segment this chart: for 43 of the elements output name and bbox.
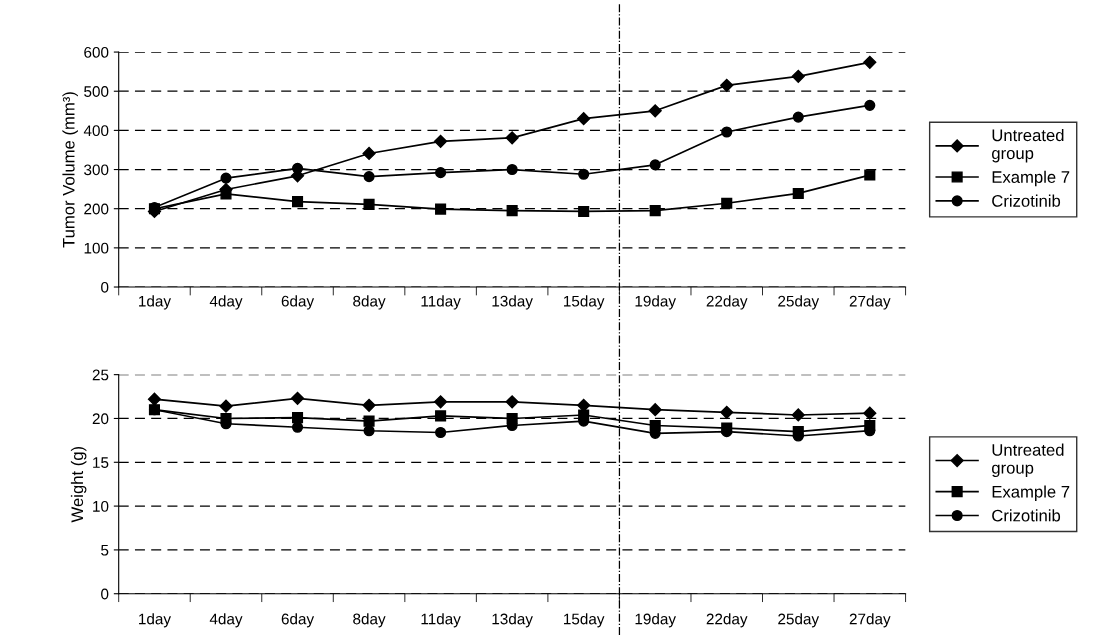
x-tick-label: 13day bbox=[492, 613, 533, 628]
x-tick-label: 19day bbox=[635, 613, 676, 628]
y-axis-title: Tumor Volume (mm³) bbox=[62, 92, 78, 248]
x-tick-label: 4day bbox=[209, 613, 243, 628]
y-tick-label: 100 bbox=[84, 242, 109, 254]
x-tick-label: 4day bbox=[209, 295, 243, 310]
legend-label: Example 7 bbox=[992, 170, 1070, 187]
y-axis-title: Weight (g) bbox=[70, 446, 87, 523]
x-tick-label: 25day bbox=[778, 295, 820, 310]
x-tick-label: 8day bbox=[353, 613, 386, 628]
legend-label: Untreated group bbox=[992, 443, 1064, 478]
x-tick-label: 27day bbox=[849, 295, 891, 310]
legend-label: Untreated group bbox=[992, 128, 1064, 163]
x-tick-label: 11day bbox=[421, 295, 461, 310]
y-tick-label: 500 bbox=[84, 86, 109, 97]
y-tick-label: 25 bbox=[92, 369, 109, 381]
legend-label: Crizotinib bbox=[992, 194, 1061, 207]
x-tick-label: 19day bbox=[635, 295, 676, 310]
y-tick-label: 300 bbox=[84, 164, 109, 176]
x-tick-label: 6day bbox=[281, 613, 315, 628]
y-tick-label: 0 bbox=[101, 281, 109, 293]
x-tick-label: 15day bbox=[564, 613, 605, 628]
y-tick-label: 20 bbox=[92, 413, 109, 425]
x-tick-label: 8day bbox=[353, 295, 386, 310]
y-tick-label: 15 bbox=[93, 457, 109, 468]
legend-label: Example 7 bbox=[992, 485, 1070, 501]
x-tick-label: 27day bbox=[849, 613, 891, 628]
x-tick-label: 15day bbox=[564, 295, 605, 310]
legend-label: Crizotinib bbox=[992, 509, 1061, 522]
y-tick-label: 200 bbox=[84, 203, 109, 215]
x-tick-label: 25day bbox=[778, 613, 820, 628]
y-tick-label: 400 bbox=[83, 125, 109, 137]
y-tick-label: 0 bbox=[101, 588, 109, 600]
x-tick-label: 6day bbox=[281, 295, 315, 310]
x-tick-label: 11day bbox=[421, 613, 461, 628]
x-tick-label: 22day bbox=[706, 613, 748, 628]
x-tick-label: 1day bbox=[139, 613, 171, 628]
y-tick-label: 600 bbox=[84, 46, 109, 58]
x-tick-label: 13day bbox=[492, 295, 533, 310]
y-tick-label: 5 bbox=[101, 544, 109, 556]
x-tick-label: 22day bbox=[706, 295, 748, 310]
y-tick-label: 10 bbox=[93, 500, 109, 512]
x-tick-label: 1day bbox=[139, 295, 171, 310]
